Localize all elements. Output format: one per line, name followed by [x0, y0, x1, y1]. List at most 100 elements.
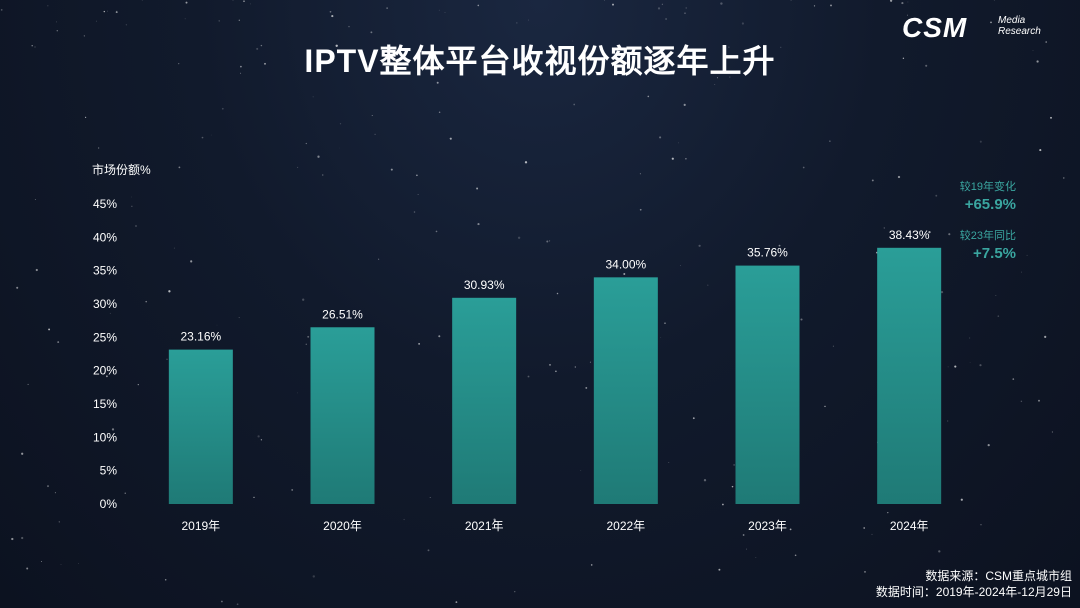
star-dot — [589, 361, 591, 363]
y-tick-label: 40% — [93, 230, 117, 244]
star-dot — [131, 196, 133, 198]
star-dot — [58, 521, 60, 523]
star-dot — [716, 77, 718, 79]
star-dot — [580, 470, 582, 472]
star-dot — [897, 175, 901, 179]
logo-subtext: Media Research — [998, 15, 1041, 37]
yoy-change-2023-label: 较23年同比 — [959, 230, 1016, 242]
star-dot — [790, 0, 792, 1]
star-dot — [546, 240, 549, 243]
star-dot — [813, 5, 816, 7]
star-dot — [1038, 399, 1040, 402]
star-dot — [1032, 50, 1034, 51]
star-dot — [517, 236, 521, 239]
star-dot — [995, 295, 997, 296]
star-dot — [257, 435, 260, 438]
star-dot — [305, 343, 307, 345]
star-dot — [190, 260, 193, 263]
star-dot — [659, 136, 662, 139]
star-dot — [256, 47, 259, 50]
star-dot — [665, 18, 668, 20]
star-dot — [728, 46, 730, 48]
star-dot — [317, 155, 320, 158]
star-dot — [168, 290, 171, 293]
y-tick-label: 25% — [93, 330, 117, 344]
y-tick-label: 10% — [93, 430, 117, 444]
star-dot — [34, 199, 36, 200]
star-dot — [137, 384, 139, 386]
star-dot — [657, 7, 661, 10]
star-dot — [887, 511, 889, 514]
star-dot — [329, 10, 332, 13]
star-dot — [902, 57, 905, 59]
y-tick-label: 0% — [100, 497, 118, 511]
star-dot — [685, 158, 687, 160]
star-dot — [238, 317, 240, 319]
star-dot — [871, 533, 873, 535]
star-dot — [906, 14, 909, 16]
y-axis-ticks: 0% 5% 10% 15% 20% 25% 30% 35% 40% 45% — [93, 197, 117, 511]
star-dot — [514, 591, 516, 593]
star-dot — [413, 211, 416, 213]
star-dot — [755, 557, 757, 559]
logo-sub-media: Media — [998, 15, 1026, 26]
star-dot — [1063, 177, 1065, 179]
star-dot — [668, 462, 670, 463]
star-dot — [21, 536, 24, 540]
star-dot — [427, 549, 430, 552]
star-dot — [969, 362, 971, 364]
star-dot — [524, 161, 528, 164]
star-dot — [184, 18, 186, 20]
star-dot — [297, 392, 298, 394]
star-dot — [178, 62, 180, 65]
star-dot — [516, 22, 518, 24]
star-dot — [714, 84, 716, 85]
star-dot — [549, 364, 551, 366]
star-dot — [1051, 431, 1053, 433]
star-dot — [115, 11, 118, 14]
star-dot — [556, 292, 559, 295]
bar-2024年 — [877, 247, 942, 505]
star-dot — [305, 142, 307, 145]
x-tick-label: 2020年 — [323, 519, 362, 533]
y-tick-label: 5% — [100, 464, 118, 478]
star-dot — [164, 579, 167, 581]
star-dot — [378, 258, 380, 260]
star-dot — [166, 358, 168, 360]
star-dot — [109, 312, 111, 314]
star-dot — [402, 48, 404, 50]
star-dot — [370, 31, 373, 34]
star-dot — [335, 44, 338, 47]
csm-logo: CSM Media Research — [902, 12, 1052, 46]
star-dot — [312, 575, 315, 578]
star-dot — [307, 335, 310, 338]
star-dot — [733, 464, 735, 466]
star-dot — [684, 12, 686, 14]
star-dot — [47, 485, 49, 488]
star-dot — [527, 375, 530, 378]
star-dot — [218, 20, 220, 22]
star-dot — [135, 225, 137, 227]
star-dot — [16, 286, 19, 289]
star-dot — [232, 0, 234, 1]
page-title: IPTV整体平台收视份额逐年上升 — [304, 43, 776, 79]
star-dot — [339, 147, 340, 149]
star-dot — [438, 335, 441, 338]
star-dot — [260, 439, 263, 441]
bar-2019年 — [168, 349, 233, 504]
star-dot — [331, 15, 334, 18]
star-dot — [56, 21, 57, 23]
star-dot — [249, 3, 251, 5]
star-dot — [84, 116, 87, 119]
star-dot — [778, 244, 781, 247]
y-tick-label: 45% — [93, 197, 117, 211]
x-axis-ticks: 2019年 2020年 2021年 2022年 2023年 2024年 — [181, 519, 928, 533]
yoy-change-2023-value: +7.5% — [973, 245, 1016, 262]
bar-2022年 — [593, 277, 658, 504]
star-dot — [260, 44, 263, 47]
star-dot — [720, 2, 723, 5]
star-dot — [574, 366, 576, 368]
star-dot — [436, 81, 439, 84]
star-dot — [1036, 60, 1039, 63]
star-dot — [477, 4, 480, 7]
